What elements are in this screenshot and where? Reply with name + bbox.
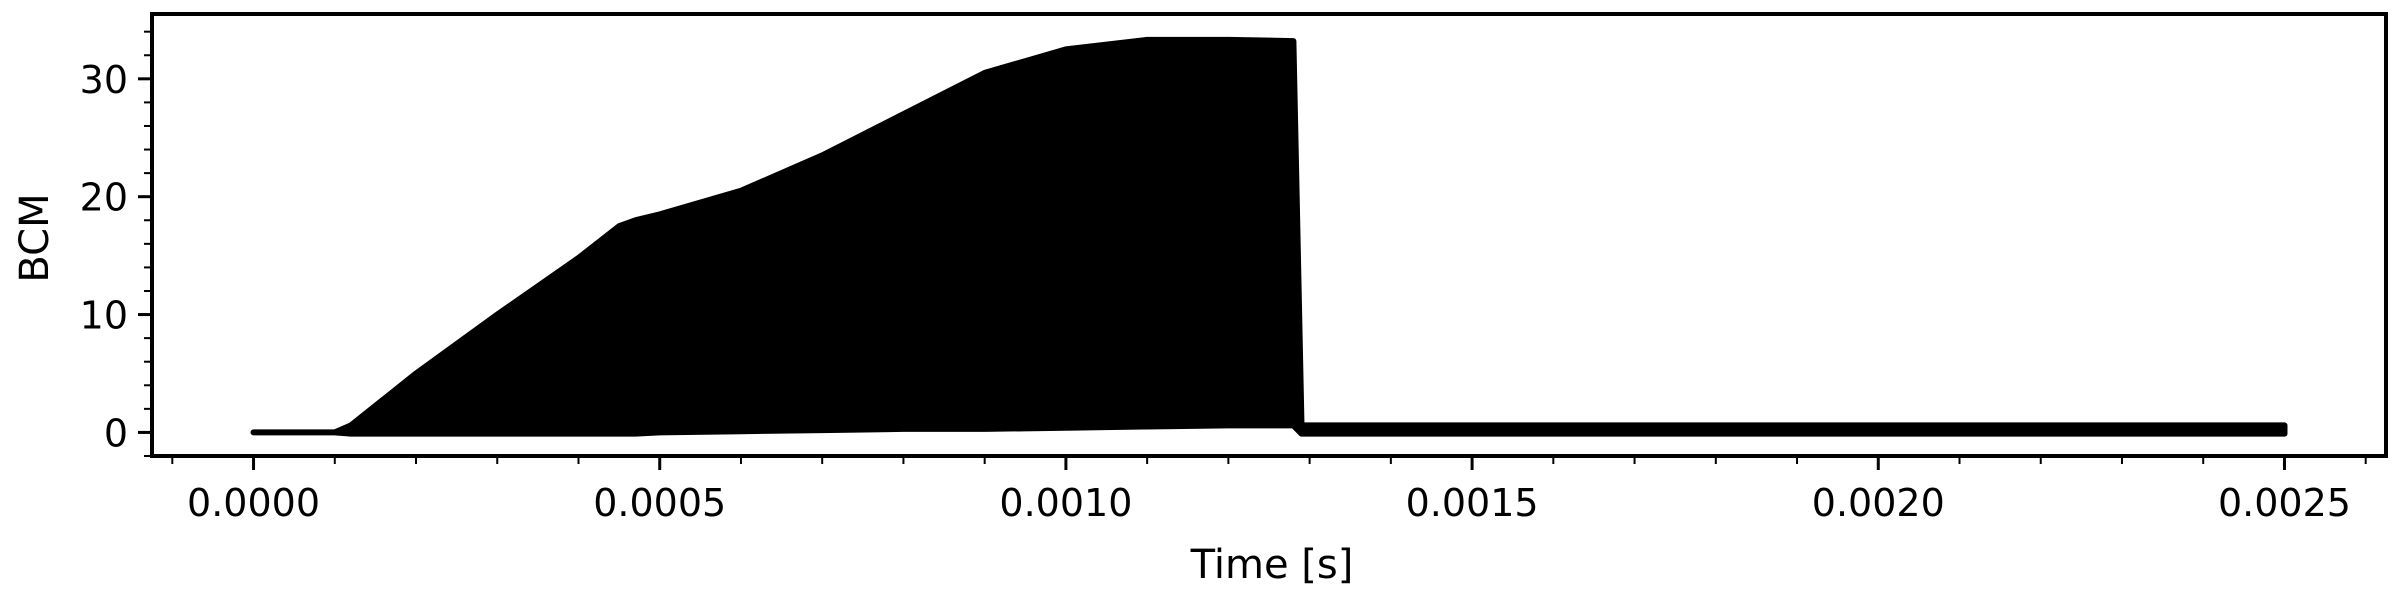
y-tick-label: 20 bbox=[80, 176, 128, 220]
y-axis-label: BCM bbox=[12, 193, 58, 282]
signal-band-0 bbox=[250, 36, 2288, 437]
x-tick-label: 0.0000 bbox=[187, 481, 320, 525]
y-tick-label: 10 bbox=[80, 294, 128, 338]
x-tick-label: 0.0025 bbox=[2218, 481, 2351, 525]
x-tick-label: 0.0010 bbox=[999, 481, 1132, 525]
x-tick-label: 0.0005 bbox=[593, 481, 726, 525]
x-axis-label: Time [s] bbox=[1190, 542, 1354, 588]
y-tick-label: 0 bbox=[104, 411, 128, 455]
y-tick-label: 30 bbox=[80, 58, 128, 102]
axes: 0.0000 0.0005 0.0010 0.0015 0.0020 0.0025 0 10 2… bbox=[80, 12, 2388, 525]
axes-frame bbox=[150, 12, 2388, 458]
x-tick-label: 0.0015 bbox=[1406, 481, 1539, 525]
x-tick-label: 0.0020 bbox=[1812, 481, 1945, 525]
plot-area bbox=[250, 36, 2288, 437]
